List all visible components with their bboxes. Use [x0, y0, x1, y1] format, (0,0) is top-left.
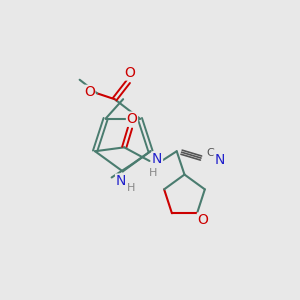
Text: H: H	[149, 168, 158, 178]
Text: N: N	[214, 153, 225, 167]
Text: O: O	[84, 85, 95, 99]
Text: H: H	[127, 183, 136, 193]
Text: N: N	[116, 174, 126, 188]
Text: O: O	[197, 213, 208, 227]
Text: C: C	[206, 148, 214, 158]
Text: O: O	[124, 66, 135, 80]
Text: N: N	[152, 152, 162, 166]
Text: O: O	[127, 112, 137, 126]
